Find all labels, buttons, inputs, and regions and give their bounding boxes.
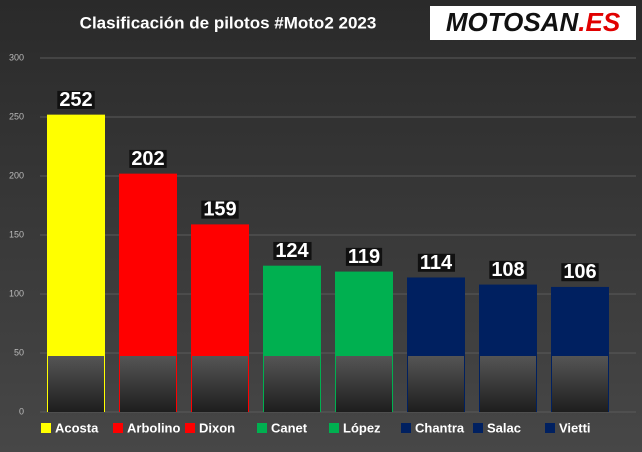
rider-photo: [552, 356, 608, 412]
value-label: 114: [420, 252, 453, 274]
value-label-bg: [273, 241, 312, 260]
value-label-bg: [489, 260, 527, 279]
rider-photo: [336, 356, 392, 412]
value-label-bg: [345, 247, 383, 266]
legend-label: López: [343, 420, 381, 435]
rider-photo: [192, 356, 248, 412]
value-label: 159: [203, 199, 236, 221]
y-tick-label: 150: [9, 229, 24, 239]
value-label-bg: [57, 90, 95, 109]
legend-swatch: [545, 423, 555, 433]
value-label: 202: [131, 148, 164, 170]
y-tick-label: 0: [19, 406, 24, 416]
y-tick-label: 200: [9, 170, 24, 180]
value-label: 252: [59, 89, 92, 111]
value-label-bg: [201, 200, 239, 219]
y-tick-label: 300: [9, 52, 24, 62]
value-label-bg: [561, 263, 599, 282]
legend-label: Acosta: [55, 420, 99, 435]
legend-swatch: [401, 423, 411, 433]
legend-swatch: [329, 423, 339, 433]
value-label: 106: [563, 261, 596, 283]
logo-main: MOTOSAN: [446, 7, 580, 37]
legend-swatch: [257, 423, 267, 433]
logo-box: [430, 6, 636, 40]
value-label-bg: [417, 253, 456, 272]
legend-swatch: [41, 423, 51, 433]
rider-photo: [264, 356, 320, 412]
legend-label: Vietti: [559, 420, 591, 435]
logo-suffix: .ES: [578, 7, 621, 37]
y-tick-label: 250: [9, 111, 24, 121]
legend-label: Arbolino: [127, 420, 180, 435]
legend-label: Salac: [487, 420, 521, 435]
rider-photo: [48, 356, 104, 412]
legend-swatch: [185, 423, 195, 433]
y-tick-label: 50: [14, 347, 24, 357]
legend-label: Dixon: [199, 420, 235, 435]
value-label: 119: [348, 246, 380, 268]
rider-photo: [408, 356, 464, 412]
value-label: 124: [275, 240, 309, 262]
value-label: 108: [491, 259, 524, 281]
rider-photo: [120, 356, 176, 412]
value-label-bg: [129, 149, 167, 168]
legend-label: Chantra: [415, 420, 465, 435]
chart-title: Clasificación de pilotos #Moto2 2023: [80, 13, 377, 32]
rider-photo: [480, 356, 536, 412]
logo: MOTOSAN.ES: [446, 7, 621, 37]
y-tick-label: 100: [9, 288, 24, 298]
legend-swatch: [113, 423, 123, 433]
legend-swatch: [473, 423, 483, 433]
legend-label: Canet: [271, 420, 308, 435]
